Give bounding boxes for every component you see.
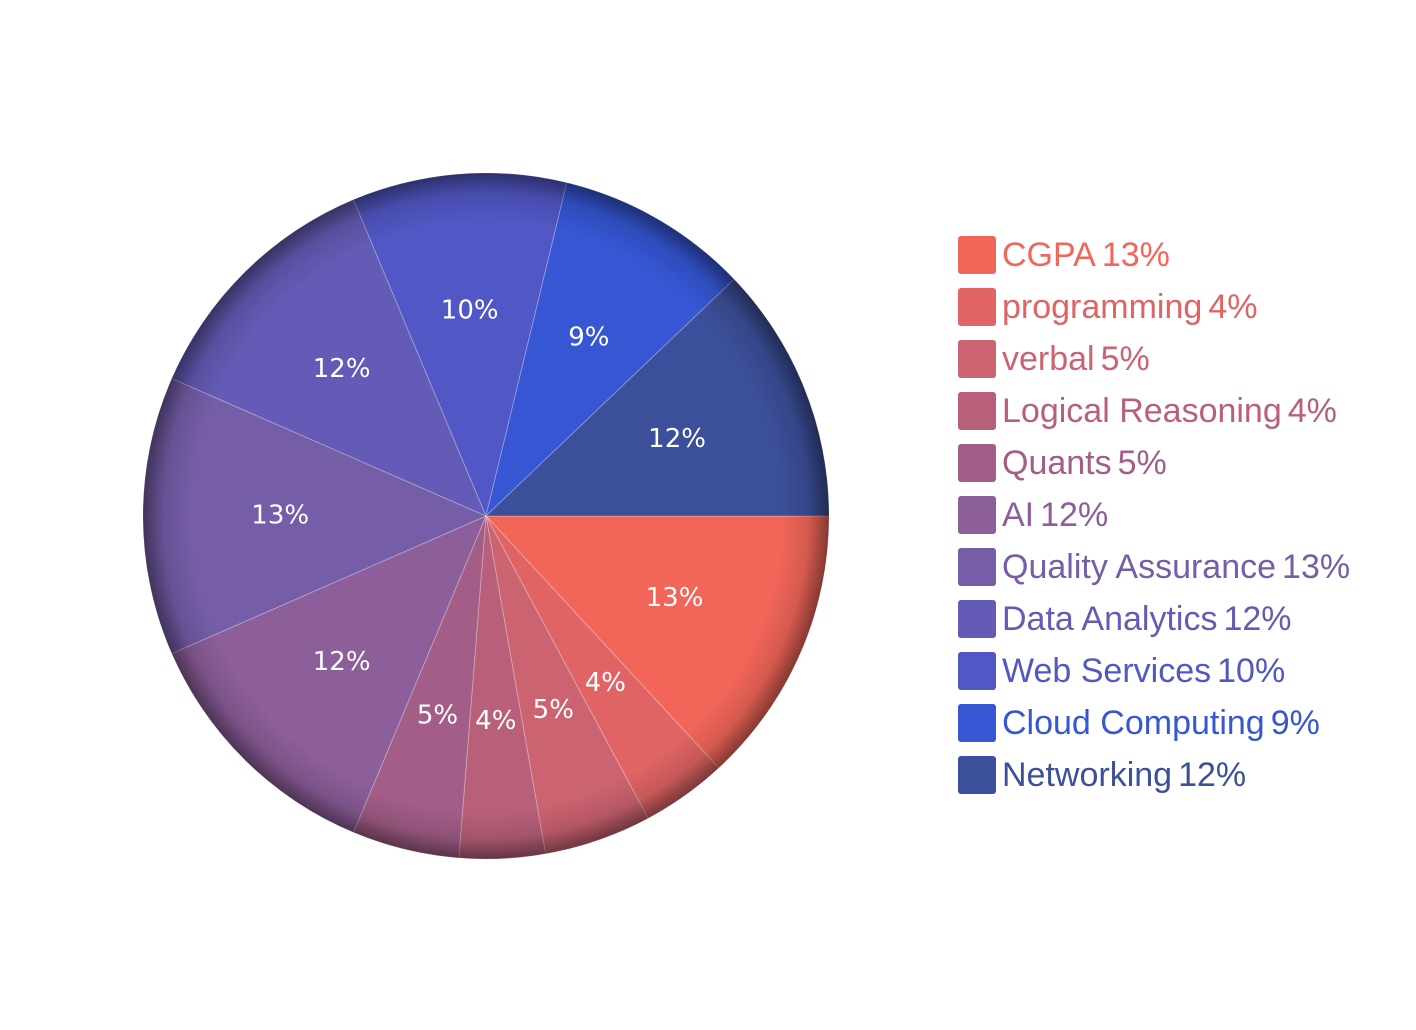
slice-label-web-services: 10%	[441, 295, 499, 325]
slice-label-logical-reasoning: 4%	[475, 706, 516, 736]
legend-item-cgpa[interactable]: CGPA 13%	[958, 236, 1408, 274]
slice-label-quality-assurance: 13%	[251, 501, 309, 531]
legend-percentage: 12%	[1223, 600, 1292, 638]
legend-percentage: 4%	[1208, 288, 1258, 326]
legend-swatch	[958, 340, 996, 378]
legend-label: verbal	[1002, 340, 1095, 378]
legend-label: programming	[1002, 288, 1203, 326]
slice-label-networking: 12%	[648, 424, 706, 454]
slice-label-quants: 5%	[417, 700, 458, 730]
legend-label: Logical Reasoning	[1002, 392, 1282, 430]
legend-swatch	[958, 392, 996, 430]
legend-percentage: 4%	[1287, 392, 1337, 430]
legend-swatch	[958, 756, 996, 794]
legend: CGPA 13% programming 4% verbal 5% Logical Reas…	[958, 236, 1408, 808]
legend-swatch	[958, 600, 996, 638]
legend-percentage: 9%	[1270, 704, 1320, 742]
legend-label: Data Analytics	[1002, 600, 1218, 638]
legend-label: Web Services	[1002, 652, 1212, 690]
legend-label: Networking	[1002, 756, 1173, 794]
legend-item-cloud-computing[interactable]: Cloud Computing 9%	[958, 704, 1408, 742]
slice-label-verbal: 5%	[533, 695, 574, 725]
legend-item-verbal[interactable]: verbal 5%	[958, 340, 1408, 378]
pie-slices	[142, 172, 830, 860]
legend-label: AI	[1002, 496, 1035, 534]
slice-label-programming: 4%	[585, 668, 626, 698]
legend-item-data-analytics[interactable]: Data Analytics 12%	[958, 600, 1408, 638]
legend-label: Quality Assurance	[1002, 548, 1277, 586]
legend-swatch	[958, 496, 996, 534]
pie-data-labels: 13% 4% 5% 4% 5% 12% 13% 12% 10% 9% 12%	[251, 295, 706, 736]
slice-label-cloud-computing: 9%	[568, 322, 609, 352]
legend-item-programming[interactable]: programming 4%	[958, 288, 1408, 326]
legend-percentage: 13%	[1101, 236, 1170, 274]
legend-percentage: 5%	[1117, 444, 1167, 482]
legend-swatch	[958, 236, 996, 274]
legend-percentage: 12%	[1178, 756, 1247, 794]
slice-label-data-analytics: 12%	[313, 354, 371, 384]
legend-swatch	[958, 444, 996, 482]
legend-swatch	[958, 548, 996, 586]
legend-swatch	[958, 652, 996, 690]
legend-label: Quants	[1002, 444, 1112, 482]
legend-item-networking[interactable]: Networking 12%	[958, 756, 1408, 794]
legend-label: CGPA	[1002, 236, 1096, 274]
legend-item-quality-assurance[interactable]: Quality Assurance 13%	[958, 548, 1408, 586]
legend-item-ai[interactable]: AI 12%	[958, 496, 1408, 534]
slice-label-ai: 12%	[313, 647, 371, 677]
legend-item-web-services[interactable]: Web Services 10%	[958, 652, 1408, 690]
legend-item-quants[interactable]: Quants 5%	[958, 444, 1408, 482]
legend-label: Cloud Computing	[1002, 704, 1265, 742]
legend-percentage: 5%	[1100, 340, 1150, 378]
legend-swatch	[958, 288, 996, 326]
legend-percentage: 12%	[1040, 496, 1109, 534]
legend-item-logical-reasoning[interactable]: Logical Reasoning 4%	[958, 392, 1408, 430]
slice-label-cgpa: 13%	[646, 583, 704, 613]
legend-swatch	[958, 704, 996, 742]
legend-percentage: 13%	[1282, 548, 1351, 586]
legend-percentage: 10%	[1217, 652, 1286, 690]
